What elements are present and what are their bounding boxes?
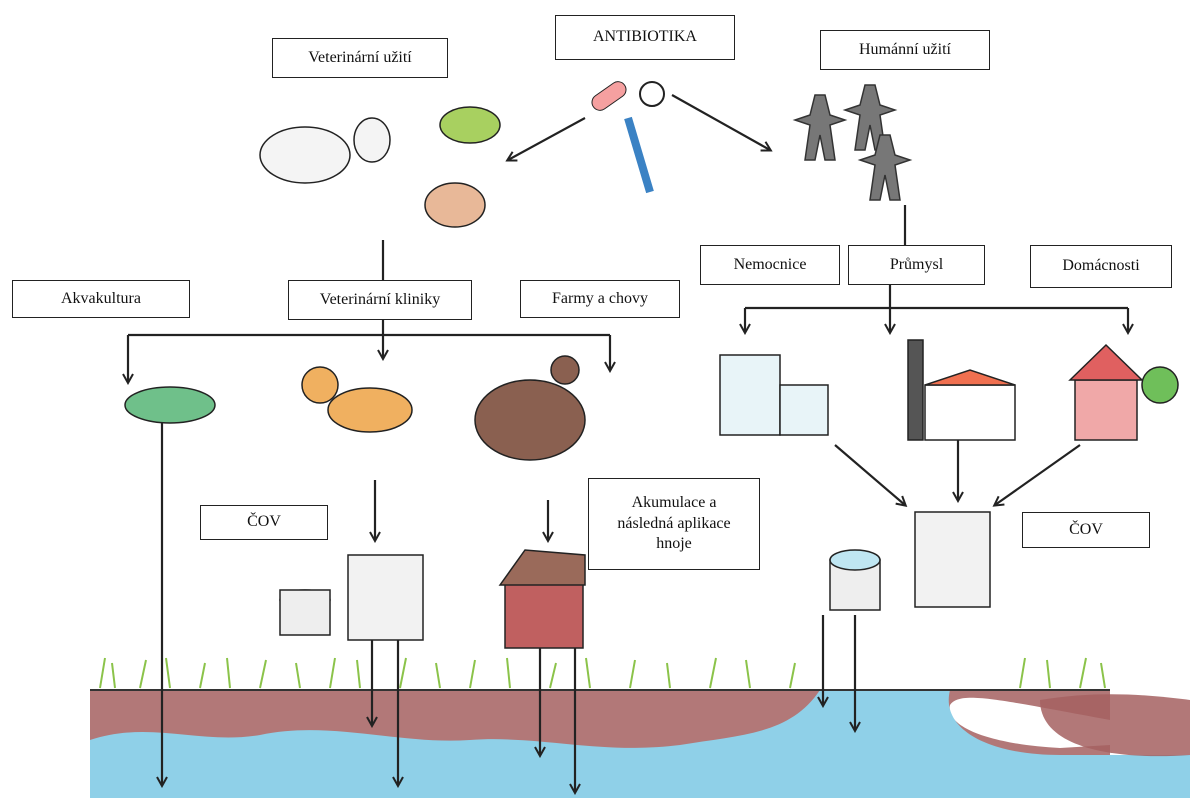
diagram: ANTIBIOTIKA Veterinární užití Humánní už… [0,0,1197,798]
illustration [0,0,1197,798]
node-label: Humánní užití [820,30,990,70]
buildings [720,340,1178,440]
grass [100,658,1105,688]
node-label: Průmysl [848,245,985,285]
node-label: Nemocnice [700,245,840,285]
soil [1040,694,1190,756]
humans [795,85,910,200]
node-label: Farmy a chovy [520,280,680,318]
node-label: Domácnosti [1030,245,1172,288]
arrows [128,95,1128,792]
node-label: Akumulace a následná aplikace hnoje [588,478,760,570]
node-label: ČOV [200,505,328,540]
node-label: ANTIBIOTIKA [555,15,735,60]
node-label: Veterinární kliniky [288,280,472,320]
antibiotic-icons [589,79,664,192]
node-label: ČOV [1022,512,1150,548]
node-label: Veterinární užití [272,38,448,78]
node-label: Akvakultura [12,280,190,318]
